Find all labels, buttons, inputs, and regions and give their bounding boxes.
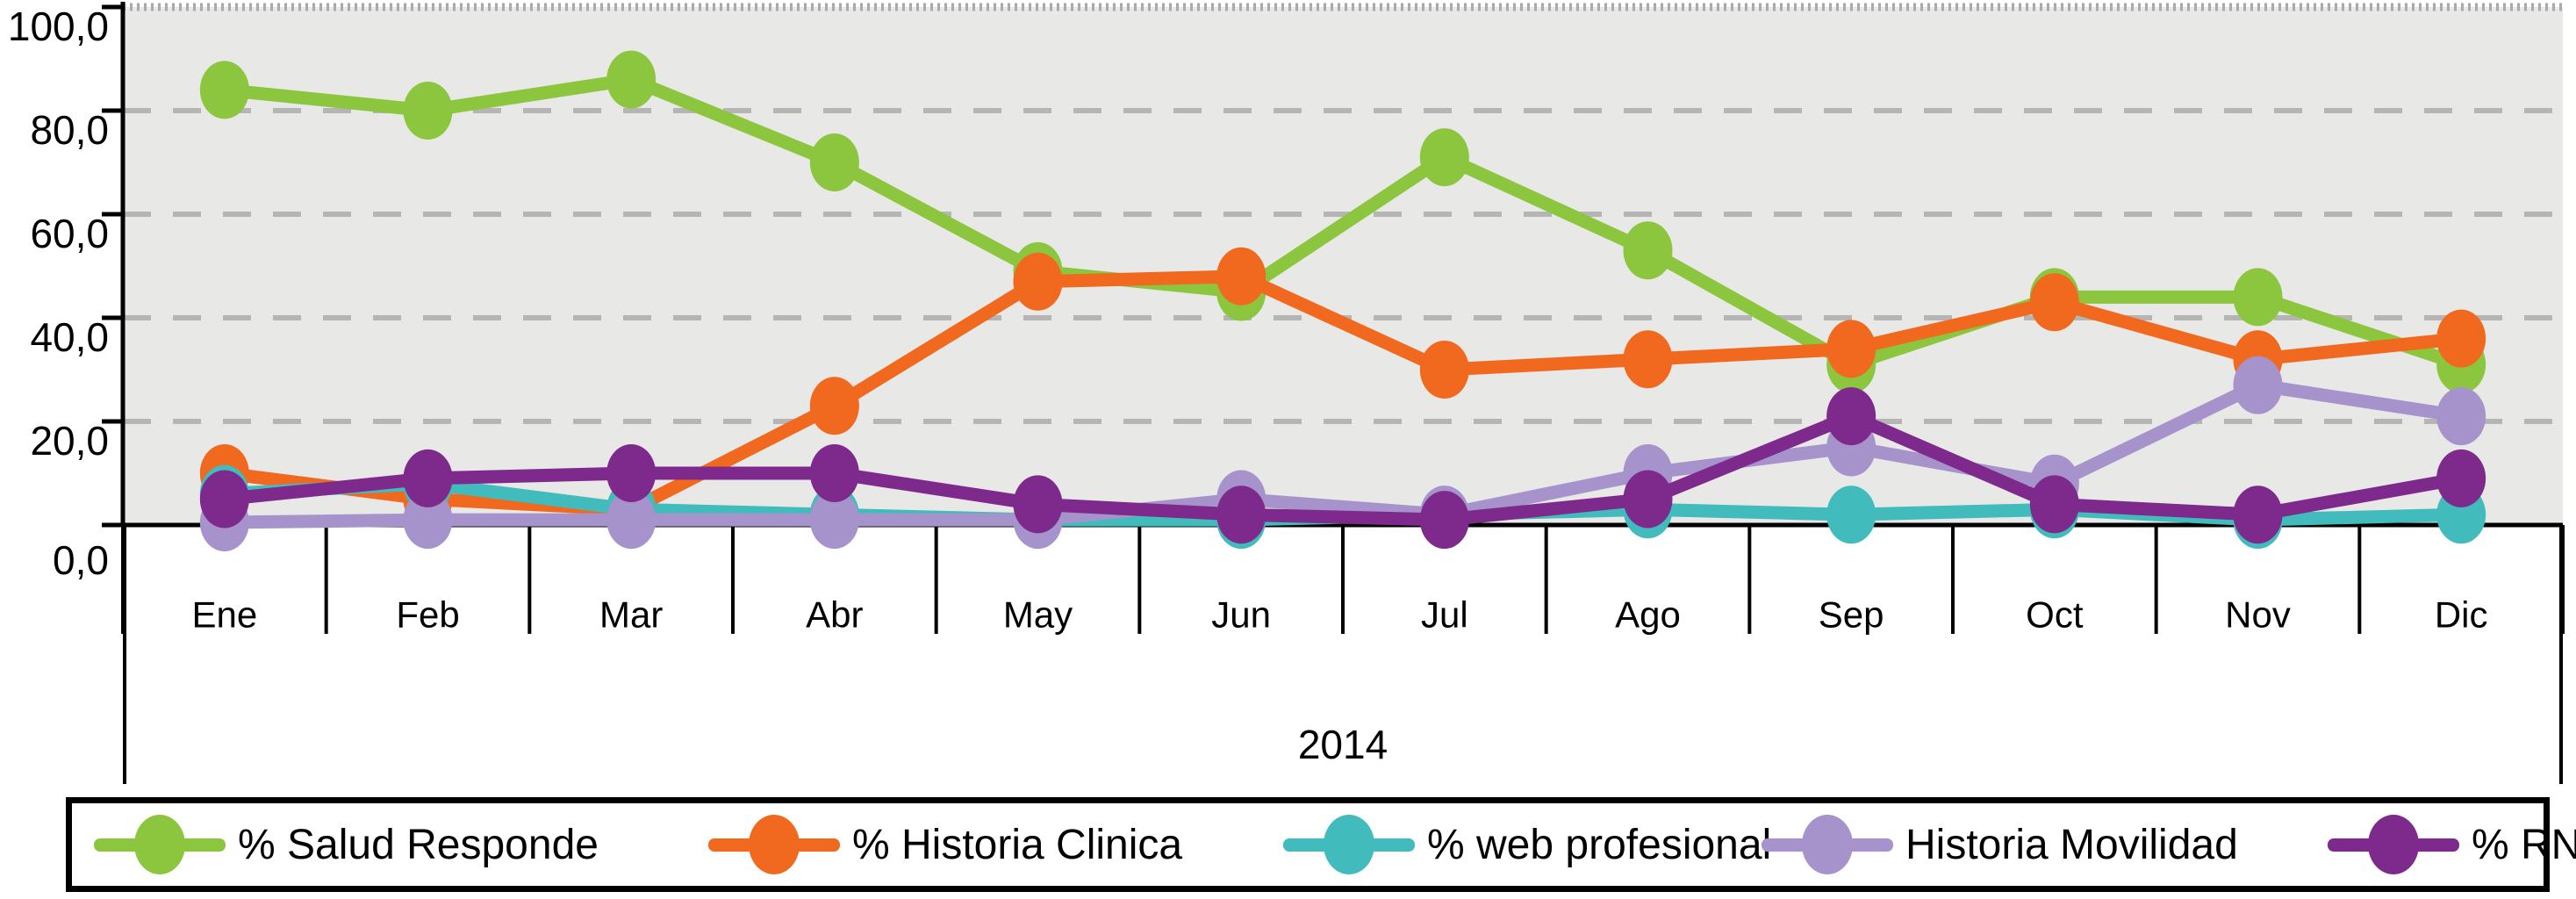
x-axis-label-feb: Feb xyxy=(396,594,459,636)
data-point--salud-responde-ene xyxy=(199,61,249,119)
data-point--rnip-oct xyxy=(2029,475,2079,534)
y-axis-label: 80,0 xyxy=(30,107,109,153)
chart-legend: % Salud Responde % Historia Clinica % web … xyxy=(66,797,2576,892)
legend-item--historia-clinica: % Historia Clinica xyxy=(708,803,1182,886)
data-point--salud-responde-feb xyxy=(403,82,453,140)
series-line--rnip xyxy=(224,408,2463,527)
x-axis-label-ago: Ago xyxy=(1615,594,1681,636)
data-point--historia-clinica-dic xyxy=(2436,309,2486,368)
legend-label: % web profesional xyxy=(1427,821,1772,868)
data-point--rnip-feb xyxy=(403,449,453,507)
x-axis-label-jun: Jun xyxy=(1211,594,1271,636)
legend-item-historia-movilidad: Historia Movilidad xyxy=(1762,803,2238,886)
data-point--rnip-ene xyxy=(199,470,249,529)
legend-dot-sample xyxy=(134,815,185,874)
x-axis-label-oct: Oct xyxy=(2026,594,2084,636)
legend-label: Historia Movilidad xyxy=(1905,821,2238,868)
data-point-historia-movilidad-feb xyxy=(403,491,453,550)
data-point--historia-clinica-may xyxy=(1013,252,1063,311)
legend-dot-sample xyxy=(2368,815,2419,874)
data-point-historia-movilidad-mar xyxy=(606,491,657,550)
year-label: 2014 xyxy=(1298,722,1388,767)
series-line-historia-movilidad xyxy=(224,378,2463,529)
data-point--historia-clinica-ago xyxy=(1623,330,1673,389)
data-point--historia-clinica-oct xyxy=(2029,273,2079,332)
data-point--historia-clinica-jul xyxy=(1419,341,1469,399)
y-axis-label: 60,0 xyxy=(30,211,109,256)
data-point-historia-movilidad-abr xyxy=(809,491,859,550)
data-point-historia-movilidad-dic xyxy=(2436,387,2486,446)
data-point--salud-responde-mar xyxy=(606,50,657,109)
legend-item--web-profesional: % web profesional xyxy=(1283,803,1771,886)
legend-marker-icon xyxy=(1283,809,1415,880)
legend-marker-icon xyxy=(708,809,840,880)
chart-plot-area: 0,0 20,0 40,0 60,0 80,0 100,0 Ene Feb Mar Abr May J… xyxy=(8,2,2565,784)
legend-dot-sample xyxy=(749,815,800,874)
data-point--salud-responde-jul xyxy=(1419,128,1469,187)
legend-label: % Salud Responde xyxy=(238,821,599,868)
x-axis-label-sep: Sep xyxy=(1819,594,1884,636)
series-line--salud-responde xyxy=(224,72,2464,372)
data-point--rnip-may xyxy=(1013,475,1063,534)
legend-item--rnip: % RNIP xyxy=(2328,803,2576,886)
legend-marker-icon xyxy=(1762,809,1893,880)
x-axis-label-ene: Ene xyxy=(191,594,257,636)
legend-dot-sample xyxy=(1324,815,1374,874)
x-axis-label-may: May xyxy=(1003,594,1073,636)
x-axis-label-nov: Nov xyxy=(2225,594,2291,636)
data-point-historia-movilidad-nov xyxy=(2233,356,2283,414)
data-point--rnip-dic xyxy=(2436,449,2486,507)
data-point--rnip-jul xyxy=(1419,491,1469,550)
data-point--salud-responde-nov xyxy=(2233,268,2283,327)
data-point--salud-responde-abr xyxy=(809,133,859,191)
data-point--rnip-sep xyxy=(1826,387,1876,446)
x-axis-label-mar: Mar xyxy=(599,594,663,636)
x-axis-label-jul: Jul xyxy=(1421,594,1468,636)
data-point--web-profesional-sep xyxy=(1826,485,1876,544)
legend-marker-icon xyxy=(2328,809,2459,880)
data-point--salud-responde-ago xyxy=(1623,221,1673,280)
legend-label: % Historia Clinica xyxy=(852,821,1183,868)
data-point--rnip-jun xyxy=(1216,485,1266,544)
x-axis-label-abr: Abr xyxy=(806,594,863,636)
y-axis-label: 40,0 xyxy=(30,314,109,360)
data-point--historia-clinica-sep xyxy=(1826,320,1876,378)
data-point--historia-clinica-abr xyxy=(809,377,859,435)
legend-dot-sample xyxy=(1802,815,1853,874)
y-axis-label: 20,0 xyxy=(30,418,109,464)
legend-item--salud-responde: % Salud Responde xyxy=(94,803,599,886)
y-axis-label: 100,0 xyxy=(8,4,109,49)
data-point--rnip-ago xyxy=(1623,470,1673,529)
x-axis-label-dic: Dic xyxy=(2435,594,2488,636)
legend-label: % RNIP xyxy=(2472,821,2576,868)
y-axis-label: 0,0 xyxy=(53,537,109,583)
data-point--rnip-mar xyxy=(606,444,657,502)
plot-background xyxy=(123,7,2563,525)
legend-marker-icon xyxy=(94,809,226,880)
data-point--historia-clinica-jun xyxy=(1216,247,1266,306)
data-point--rnip-abr xyxy=(809,444,859,502)
data-point--rnip-nov xyxy=(2233,485,2283,544)
